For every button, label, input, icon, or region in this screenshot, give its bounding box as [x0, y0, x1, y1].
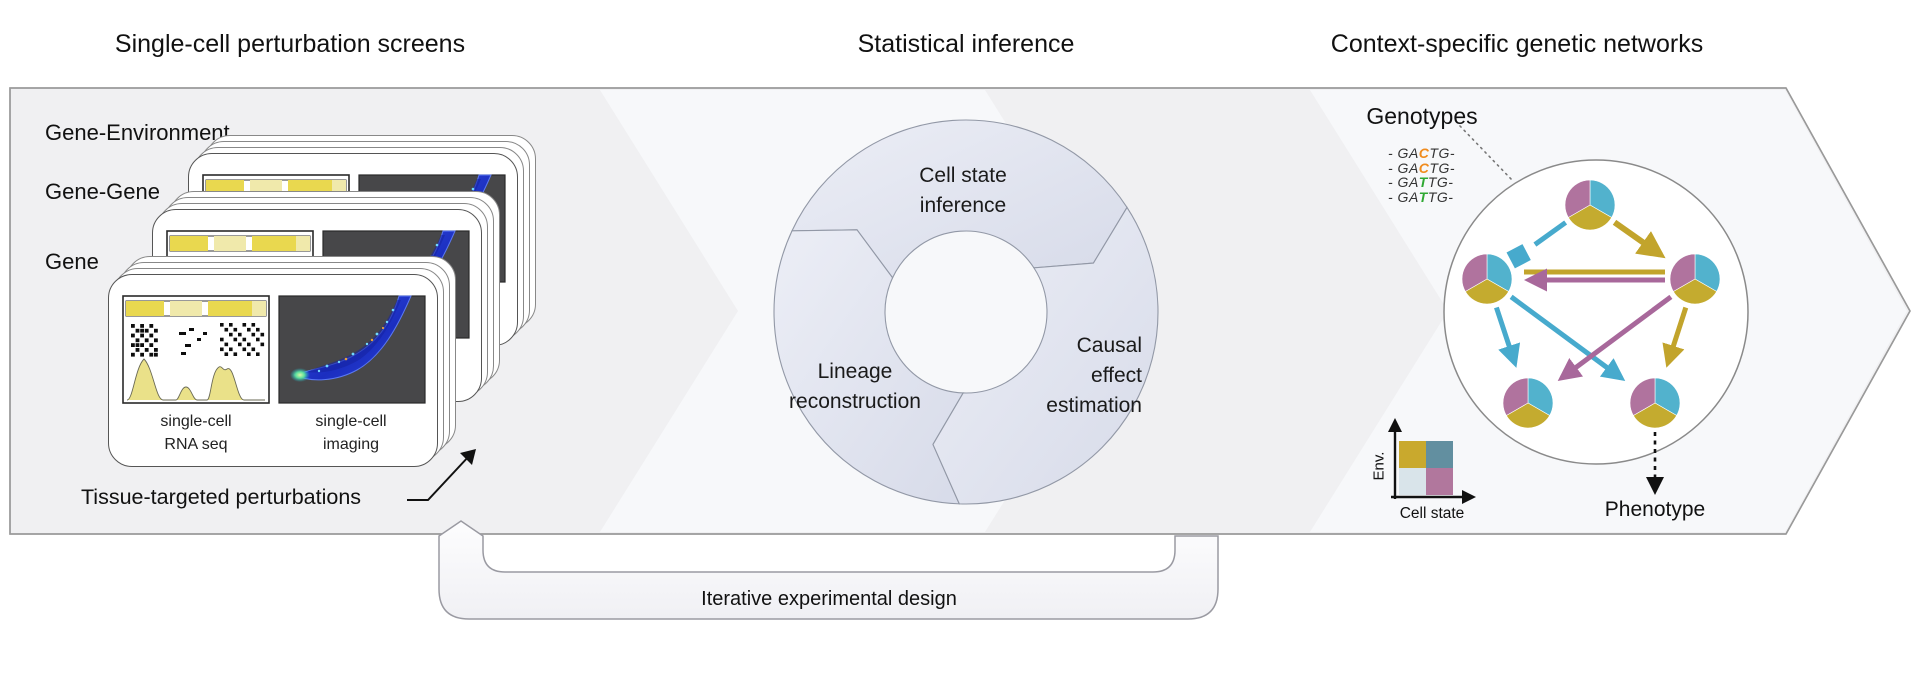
pie-slice — [1527, 377, 1554, 416]
tissue-annotation-arrow — [407, 449, 476, 501]
genetic-network — [1461, 179, 1721, 429]
genotypes-leader-dotted-line — [1459, 125, 1513, 181]
cycle-segment-1 — [773, 229, 965, 505]
pie-slice — [1694, 253, 1721, 292]
cycle-label-lineage: Lineage reconstruction — [789, 360, 921, 413]
screen-stack-gene: single-cell RNA seq single-cell imaging — [108, 256, 456, 467]
network-node-left — [1461, 253, 1513, 305]
pie-slice — [1564, 179, 1591, 218]
legend-x-axis-arrowhead — [1462, 490, 1476, 504]
genotype-sequence: - GATTG- — [1388, 174, 1454, 190]
legend-cell-top-right — [1426, 441, 1453, 468]
cycle-segment-0 — [791, 119, 1128, 279]
pie-slice — [1505, 402, 1551, 429]
pie-slice — [1461, 253, 1488, 292]
phenotype-label: Phenotype — [1604, 498, 1706, 521]
legend-cell-bottom-right — [1426, 468, 1453, 495]
title-genetic-networks: Context-specific genetic networks — [1330, 30, 1704, 58]
genotype-sequence: - GACTG- — [1388, 160, 1456, 176]
network-edge-yellow-right-bottom-right — [1662, 306, 1689, 368]
legend-cell-bottom-left — [1399, 468, 1426, 495]
legend-x-label: Cell state — [1399, 505, 1465, 522]
network-node-bottom-left — [1502, 377, 1554, 429]
inference-cycle-donut — [773, 119, 1159, 505]
tissue-targeted-label: Tissue-targeted perturbations — [80, 485, 362, 509]
iterative-loop-band — [438, 520, 1219, 620]
network-edge-square-head — [1506, 244, 1531, 269]
network-node-top — [1564, 179, 1616, 231]
title-perturbation-screens: Single-cell perturbation screens — [114, 30, 466, 58]
pie-slice — [1654, 377, 1681, 416]
screen-card: single-cell RNA seq single-cell imaging — [108, 274, 438, 467]
iterative-design-label: Iterative experimental design — [701, 588, 957, 610]
pie-slice — [1632, 402, 1678, 429]
legend-y-axis-arrowhead — [1388, 418, 1402, 432]
process-arrow-outline — [9, 87, 1911, 535]
pie-slice — [1464, 278, 1510, 305]
cycle-label-causal: Causal effect estimation — [1046, 334, 1142, 417]
legend-y-label: Env. — [1370, 451, 1388, 481]
network-edge-blue-left-bottom-left — [1494, 306, 1521, 368]
caption-rna-seq: single-cell RNA seq — [160, 413, 232, 453]
pie-slice — [1486, 253, 1513, 292]
genotype-sequence: - GACTG- — [1388, 145, 1456, 161]
row-label-gene-gene: Gene-Gene — [45, 179, 160, 204]
row-label-gene-environment: Gene-Environment — [45, 120, 230, 145]
network-edge-blue-left-bottom-right — [1509, 294, 1626, 382]
pie-slice — [1567, 204, 1613, 231]
pie-slice — [1672, 278, 1718, 305]
pie-slice — [1669, 253, 1696, 292]
phenotype-arrowhead — [1646, 477, 1664, 495]
cellstate-env-legend — [1388, 418, 1476, 504]
pie-slice — [1629, 377, 1656, 416]
network-edge-yellow-top-right — [1612, 219, 1666, 259]
genotypes-label: Genotypes — [1366, 103, 1478, 129]
network-node-right — [1669, 253, 1721, 305]
cycle-segment-2 — [932, 206, 1159, 505]
pie-slice — [1502, 377, 1529, 416]
row-label-gene: Gene — [45, 249, 99, 274]
network-edge-purple-right-bottom-left — [1557, 294, 1673, 381]
cycle-label-cell-state: Cell state inference — [919, 164, 1007, 217]
genotype-sequence: - GATTG- — [1388, 189, 1454, 205]
network-edge-blue-top-left — [1533, 220, 1568, 247]
pie-slice — [1589, 179, 1616, 218]
title-statistical-inference: Statistical inference — [857, 30, 1075, 58]
tissue-annotation-arrowhead — [460, 449, 476, 465]
legend-cell-top-left — [1399, 441, 1426, 468]
caption-imaging: single-cell imaging — [315, 413, 387, 453]
network-node-bottom-right — [1629, 377, 1681, 429]
